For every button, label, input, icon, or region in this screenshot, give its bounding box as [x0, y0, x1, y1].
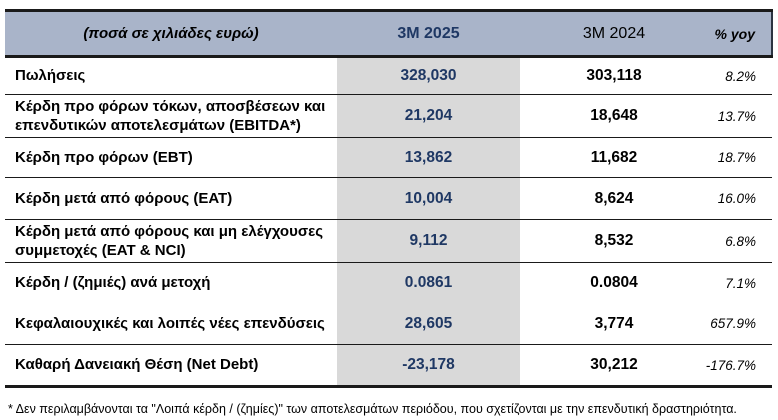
table-row-ebt: Κέρδη προ φόρων (EBT) 13,862 11,682 18.7…	[5, 137, 772, 178]
table-row-eat: Κέρδη μετά από φόρους (EAT) 10,004 8,624…	[5, 177, 772, 220]
value-3m-2024: 303,118	[520, 56, 680, 95]
value-3m-2024: 0.0804	[590, 274, 638, 291]
value-3m-2025: 21,204	[337, 94, 520, 138]
value-3m-2025: 9,112	[337, 219, 520, 263]
row-label: Κέρδη προ φόρων τόκων, αποσβέσεων και επ…	[5, 94, 337, 138]
table-row-eat-nci: Κέρδη μετά από φόρους και μη ελέγχουσες …	[5, 219, 772, 263]
row-label: Κέρδη προ φόρων (EBT)	[5, 137, 337, 178]
row-label: Κέρδη μετά από φόρους και μη ελέγχουσες …	[5, 219, 337, 263]
value-3m-2024: 8,624	[520, 177, 680, 220]
value-3m-2025: 328,030	[337, 56, 520, 95]
column-header-3m-2024: 3M 2024	[520, 9, 680, 58]
value-yoy: 7.1%	[725, 275, 756, 291]
column-header-3m-2025: 3M 2025	[337, 9, 520, 58]
value-yoy: -176.7%	[680, 344, 772, 388]
value-3m-2025: 10,004	[337, 177, 520, 220]
value-3m-2024: 11,682	[520, 137, 680, 178]
value-3m-2025: 0.0861	[337, 262, 520, 303]
row-label: Κεφαλαιουχικές και λοιπές νέες επενδύσει…	[5, 303, 337, 345]
column-header-yoy: % yoy	[680, 9, 773, 58]
row-label: Κέρδη / (ζημιές) ανά μετοχή	[15, 274, 211, 292]
value-yoy: 13.7%	[680, 94, 772, 138]
value-3m-2025: 13,862	[337, 137, 520, 178]
value-yoy: 657.9%	[680, 303, 772, 345]
value-yoy: 18.7%	[680, 137, 772, 178]
financial-results-table: (ποσά σε χιλιάδες ευρώ) 3M 2025 3M 2024 …	[5, 9, 773, 388]
value-3m-2025: 28,605	[337, 303, 520, 345]
footnote: * Δεν περιλαμβάνονται τα "Λοιπά κέρδη / …	[8, 402, 737, 416]
table-row-net-debt: Καθαρή Δανειακή Θέση (Net Debt) -23,178 …	[5, 344, 772, 388]
value-3m-2024: 8,532	[520, 219, 680, 263]
value-3m-2024: 18,648	[520, 94, 680, 138]
value-yoy: 6.8%	[680, 219, 772, 263]
value-3m-2025: -23,178	[337, 344, 520, 388]
table-row-ebitda: Κέρδη προ φόρων τόκων, αποσβέσεων και επ…	[5, 94, 772, 138]
value-3m-2024: 30,212	[520, 344, 680, 388]
value-yoy: 16.0%	[680, 177, 772, 220]
row-label: Πωλήσεις	[5, 56, 337, 95]
value-yoy: 8.2%	[680, 56, 772, 95]
table-row-capex: Κεφαλαιουχικές και λοιπές νέες επενδύσει…	[5, 303, 772, 345]
row-label: Καθαρή Δανειακή Θέση (Net Debt)	[5, 344, 337, 388]
row-label: Κέρδη μετά από φόρους (EAT)	[5, 177, 337, 220]
units-header-label: (ποσά σε χιλιάδες ευρώ)	[5, 9, 337, 58]
header-row: (ποσά σε χιλιάδες ευρώ) 3M 2025 3M 2024 …	[5, 9, 773, 58]
table-row-sales: Πωλήσεις 328,030 303,118 8.2%	[5, 56, 772, 95]
value-3m-2024: 3,774	[520, 303, 680, 345]
table-row-eps: Κέρδη / (ζημιές) ανά μετοχή 0.0861 0.080…	[5, 262, 772, 303]
